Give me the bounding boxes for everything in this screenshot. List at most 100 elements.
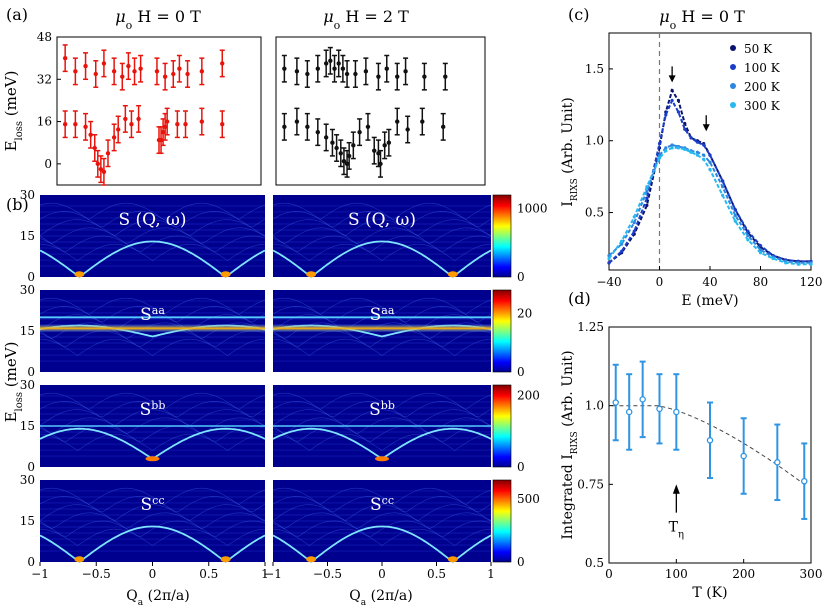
annotation-label: Tη	[669, 520, 684, 541]
heatmap-label: Saa	[140, 304, 165, 326]
series-point	[733, 213, 737, 218]
dispersion-branch	[272, 425, 492, 442]
series-point	[683, 121, 687, 126]
series-point	[758, 243, 763, 248]
y-tick-label: 1.0	[585, 399, 604, 413]
y-tick-label: 15	[20, 229, 35, 243]
series-point	[664, 113, 668, 117]
series-line	[608, 88, 811, 264]
series-point	[645, 185, 649, 189]
heatmap-label: Sbb	[369, 399, 395, 421]
x-tick-label: 120	[800, 275, 823, 289]
data-point	[332, 66, 337, 71]
dispersion-branch	[39, 401, 266, 418]
heatmap-3-1: Scc −1 −0.5 0 0.5 1	[264, 480, 495, 581]
intensity-spot	[220, 271, 231, 278]
data-point	[220, 122, 225, 127]
data-point	[305, 71, 310, 77]
data-point	[177, 66, 182, 71]
series-point	[746, 233, 750, 238]
intensity-spot	[145, 456, 160, 462]
dispersion-branch	[272, 243, 492, 262]
series-point	[771, 256, 775, 261]
data-point	[83, 124, 88, 130]
dispersion-branch	[39, 202, 266, 221]
panel-a-right: μo H = 2 T	[275, 7, 486, 186]
y-tick-label: 15	[20, 324, 35, 338]
data-point	[199, 69, 205, 74]
dispersion-branch	[272, 314, 492, 331]
data-point	[171, 71, 176, 77]
data-point	[83, 63, 88, 69]
series-point	[733, 219, 737, 223]
dispersion-branch	[272, 211, 492, 228]
x-tick-label: 0	[149, 567, 157, 581]
data-point	[403, 69, 408, 74]
series-point	[632, 229, 636, 233]
legend-marker	[730, 64, 736, 70]
dispersion-branch	[39, 306, 266, 323]
panel-label-b: (b)	[6, 195, 29, 214]
data-point	[105, 151, 111, 156]
data-point	[420, 119, 425, 124]
data-point	[162, 124, 168, 130]
series-line	[608, 146, 811, 266]
heatmap-background	[40, 195, 265, 277]
dispersion-branch	[39, 392, 266, 411]
intensity-spot	[74, 271, 85, 278]
panel-label-d: (d)	[568, 289, 591, 308]
data-point	[372, 148, 377, 153]
data-point	[334, 145, 339, 151]
series-point	[721, 185, 725, 189]
x-tick-label: −0.5	[313, 567, 342, 581]
data-point	[123, 116, 128, 122]
panel-d: Tη 0 100 200 300 0.5 0.75 1.0 1.25 T (K) Integra…	[560, 320, 822, 601]
dispersion-branch	[39, 409, 266, 426]
data-point	[93, 71, 98, 77]
x-tick-label: 0.5	[427, 567, 446, 581]
data-point	[386, 140, 392, 145]
panel-d-xlabel: T (K)	[692, 585, 727, 601]
series-point	[695, 150, 699, 154]
colorbar-tick-label: 1000	[517, 202, 548, 216]
series-point	[607, 256, 611, 261]
colorbar	[492, 194, 512, 278]
data-point	[353, 71, 358, 77]
dispersion-branch	[39, 330, 266, 347]
data-point	[338, 151, 343, 156]
colorbar-tick-label: 20	[517, 306, 532, 320]
data-point	[341, 159, 347, 164]
y-tick-label: 0	[27, 460, 35, 474]
x-tick-label: 40	[702, 275, 717, 289]
y-tick-label: 16	[37, 115, 52, 129]
data-point	[405, 127, 410, 132]
data-point	[88, 132, 93, 137]
data-point	[111, 135, 117, 140]
series-point	[657, 142, 662, 146]
x-tick-label: 0	[656, 275, 664, 289]
heatmap-label: Scc	[370, 494, 394, 516]
data-point	[294, 119, 300, 124]
panel-b-ylabel: Eloss (meV)	[2, 342, 25, 423]
y-tick-label: 0	[27, 270, 35, 284]
data-point	[98, 166, 104, 172]
data-point	[160, 129, 166, 135]
panel-a-left-title: μo H = 0 T	[115, 7, 201, 32]
x-tick-label: 0	[605, 567, 613, 581]
y-tick-label: 30	[20, 188, 35, 202]
panel-d-ylabel: Integrated IRIXS (Arb. Unit)	[560, 350, 580, 539]
x-tick-label: −1	[31, 567, 49, 581]
dispersion-branch	[39, 211, 266, 228]
series-point	[645, 196, 649, 200]
dispersion-branch	[39, 512, 266, 530]
intensity-spot	[306, 556, 317, 563]
panel-d-frame	[608, 326, 812, 564]
colorbar-tick-label: 0	[517, 365, 525, 379]
intensity-spot	[306, 271, 317, 278]
y-tick-label: 1.5	[585, 62, 604, 76]
data-point	[365, 124, 371, 130]
data-point	[344, 161, 350, 167]
dispersion-branch	[272, 528, 492, 547]
series-point	[670, 98, 674, 103]
